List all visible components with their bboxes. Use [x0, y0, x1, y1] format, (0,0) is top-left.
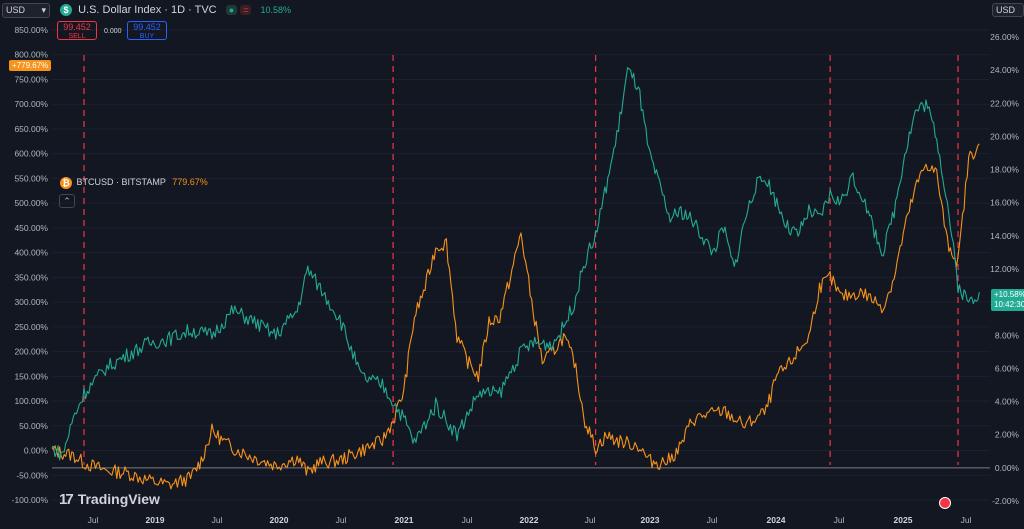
sell-price: 99.452 — [63, 22, 91, 32]
right-axis-tick: 0.00% — [995, 463, 1020, 473]
right-axis-tick: 18.00% — [990, 165, 1019, 175]
left-axis-tick: 650.00% — [14, 124, 48, 134]
compare-series-value: 779.67% — [172, 177, 208, 188]
left-axis-tick: 450.00% — [14, 223, 48, 233]
x-axis-tick: 2022 — [520, 515, 539, 525]
right-currency-select[interactable]: USD — [992, 3, 1024, 17]
bitcoin-icon: ₿ — [60, 177, 72, 189]
x-axis-tick: Jul — [707, 515, 718, 525]
right-axis-tick: 2.00% — [995, 430, 1020, 440]
x-axis-tick: 2019 — [146, 515, 165, 525]
left-axis-tick: 750.00% — [14, 74, 48, 84]
left-axis-tick: 150.00% — [14, 371, 48, 381]
chevron-down-icon: ▾ — [41, 5, 46, 15]
left-currency-select[interactable]: USD ▾ — [2, 3, 50, 18]
x-axis-tick: Jul — [336, 515, 347, 525]
left-axis-tick: 600.00% — [14, 149, 48, 159]
left-axis-tick: 0.00% — [24, 446, 49, 456]
tradingview-mark: 17 — [59, 491, 74, 508]
right-axis-tick: 20.00% — [990, 131, 1019, 141]
right-axis-tick: 4.00% — [995, 397, 1020, 407]
left-axis-tick: 400.00% — [14, 248, 48, 258]
left-axis-tick: 500.00% — [14, 198, 48, 208]
right-axis-tick: 12.00% — [990, 264, 1019, 274]
market-open-indicator: ● — [225, 5, 238, 16]
sell-button[interactable]: 99.452 SELL — [57, 21, 97, 40]
x-axis-tick: Jul — [834, 515, 845, 525]
main-series-legend[interactable]: $ U.S. Dollar Index · 1D · TVC ● = 10.58… — [60, 4, 292, 17]
left-axis-tick: 200.00% — [14, 347, 48, 357]
right-axis-tick: -2.00% — [992, 496, 1019, 506]
btc-price-badge: +779.67% — [9, 60, 52, 71]
x-axis-tick: 2023 — [641, 515, 660, 525]
tradingview-wordmark: TradingView — [77, 491, 160, 507]
compare-series-legend[interactable]: ₿ BTCUSD · BITSTAMP 779.67% — [60, 177, 208, 189]
x-axis-tick: Jul — [212, 515, 223, 525]
sell-label: SELL — [68, 33, 86, 40]
buy-label: BUY — [139, 33, 155, 40]
left-axis-tick: 700.00% — [14, 99, 48, 109]
x-axis-tick: Jul — [88, 515, 99, 525]
x-axis-tick: Jul — [462, 515, 473, 525]
compare-series-symbol: BTCUSD · BITSTAMP — [76, 177, 166, 188]
tradingview-logo[interactable]: 17 TradingView — [59, 491, 160, 508]
legend-collapse-button[interactable]: ⌃ — [59, 194, 75, 208]
equals-icon[interactable]: = — [240, 5, 252, 16]
right-axis-tick: 22.00% — [990, 98, 1019, 108]
x-axis-tick: 2021 — [395, 515, 414, 525]
left-axis-tick: -50.00% — [16, 470, 48, 480]
left-axis-tick: 300.00% — [14, 297, 48, 307]
series-line-u-s-dollar-index[interactable] — [52, 66, 980, 461]
x-axis-tick: 2024 — [767, 515, 786, 525]
series-line-btcusd[interactable] — [51, 143, 980, 490]
dollar-coin-icon: $ — [60, 4, 72, 17]
right-axis-tick: 24.00% — [990, 65, 1019, 75]
left-axis-tick: 50.00% — [19, 421, 48, 431]
main-series-change: 10.58% — [260, 5, 292, 15]
x-axis-tick: Jul — [961, 515, 972, 525]
x-axis-tick: Jul — [585, 515, 596, 525]
left-axis-tick: 800.00% — [14, 50, 48, 60]
right-axis-tick: 6.00% — [995, 363, 1020, 373]
dxy-price-badge: +10.58% 10:42:30 — [991, 289, 1024, 311]
dxy-countdown: 10:42:30 — [994, 300, 1024, 309]
left-axis-tick: 550.00% — [14, 173, 48, 183]
right-axis-tick: 16.00% — [990, 198, 1019, 208]
us-flag-icon[interactable] — [939, 497, 951, 509]
buy-price: 99.452 — [133, 22, 161, 32]
right-axis-tick: 26.00% — [990, 32, 1019, 42]
left-axis-tick: 100.00% — [14, 396, 48, 406]
x-axis-tick: 2020 — [270, 515, 289, 525]
left-axis-tick: -100.00% — [12, 495, 49, 505]
spread-value: 0.000 — [104, 28, 122, 35]
right-axis-tick: 8.00% — [995, 330, 1020, 340]
left-axis-tick: 250.00% — [14, 322, 48, 332]
main-series-title: U.S. Dollar Index · 1D · TVC — [78, 4, 217, 16]
chevron-up-icon: ⌃ — [63, 196, 71, 206]
left-axis-tick: 350.00% — [14, 272, 48, 282]
x-axis-tick: 2025 — [894, 515, 913, 525]
left-axis-tick: 850.00% — [14, 25, 48, 35]
dxy-value: +10.58% — [994, 290, 1024, 299]
buy-button[interactable]: 99.452 BUY — [127, 21, 167, 40]
right-axis-tick: 14.00% — [990, 231, 1019, 241]
